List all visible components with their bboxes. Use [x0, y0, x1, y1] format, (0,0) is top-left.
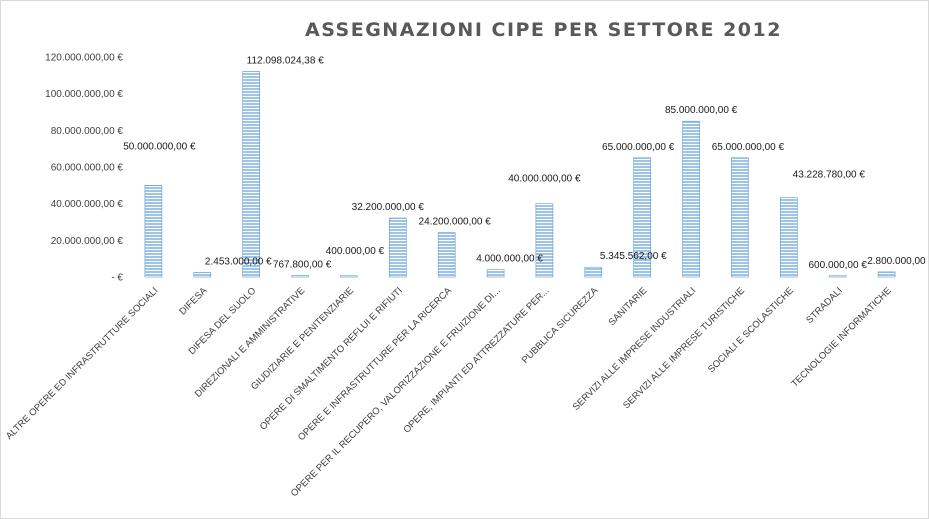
data-label: 5.345.562,00 € [600, 251, 667, 262]
bar [779, 197, 798, 278]
bar [242, 71, 260, 278]
y-tick-label: 20.000.000,00 € [51, 236, 124, 247]
bar [535, 203, 554, 278]
data-label: 600.000,00 € [809, 260, 868, 271]
data-labels: 50.000.000,00 € 2.453.000,00 € 112.098.024… [123, 56, 928, 271]
bar [388, 217, 407, 278]
bar [584, 266, 603, 278]
y-tick-label: 100.000.000,00 € [45, 89, 123, 100]
bar [340, 275, 358, 278]
data-label: 40.000.000,00 € [508, 174, 581, 185]
y-tick-label: 80.000.000,00 € [51, 126, 124, 137]
y-tick-label: 60.000.000,00 € [51, 163, 124, 174]
data-label: 2.800.000,00 € [867, 256, 928, 267]
bar [437, 232, 456, 278]
data-label: 2.453.000,00 € [205, 257, 272, 268]
data-label: 85.000.000,00 € [665, 105, 738, 116]
bar [144, 185, 163, 278]
data-label: 400.000,00 € [326, 246, 385, 257]
x-tick-label: SOCIALI E SCOLASTICHE [706, 285, 796, 375]
x-tick-label: ALTRE OPERE ED INFRASTRUTTURE SOCIALI [4, 285, 161, 442]
data-label: 43.228.780,00 € [793, 170, 866, 181]
chart-title: ASSEGNAZIONI CIPE PER SETTORE 2012 [305, 19, 782, 41]
bar [877, 271, 896, 278]
y-tick-label: 40.000.000,00 € [51, 199, 124, 210]
bar [193, 272, 212, 278]
y-tick-label: 120.000.000,00 € [45, 53, 123, 64]
y-tick-label: - € [111, 273, 123, 284]
bar [486, 269, 505, 278]
y-axis-tick-labels: - € 20.000.000,00 € 40.000.000,00 € 60.000.… [45, 53, 123, 284]
x-tick-label: SANITARIE [607, 285, 650, 328]
data-label: 4.000.000,00 € [476, 254, 543, 265]
x-tick-label: STRADALI [804, 285, 845, 326]
x-tick-label: TECNOLOGIE INFORMATICHE [789, 285, 893, 389]
bar-series [144, 71, 896, 278]
data-label: 112.098.024,38 € [247, 56, 325, 67]
bar [828, 275, 847, 278]
data-label: 65.000.000,00 € [712, 142, 785, 153]
bar [682, 120, 700, 278]
data-label: 50.000.000,00 € [123, 141, 196, 152]
bar [731, 157, 749, 278]
x-axis-category-labels: ALTRE OPERE ED INFRASTRUTTURE SOCIALI DIF… [4, 285, 894, 499]
data-label: 32.200.000,00 € [352, 202, 425, 213]
x-tick-label: DIFESA [177, 285, 210, 318]
bar [291, 275, 309, 278]
bar [633, 157, 652, 278]
data-label: 24.200.000,00 € [419, 217, 492, 228]
data-label: 65.000.000,00 € [602, 142, 675, 153]
data-label: 767.800,00 € [273, 260, 332, 271]
x-tick-label: GIUDIZIARIE E PENITENZIARIE [249, 285, 356, 392]
